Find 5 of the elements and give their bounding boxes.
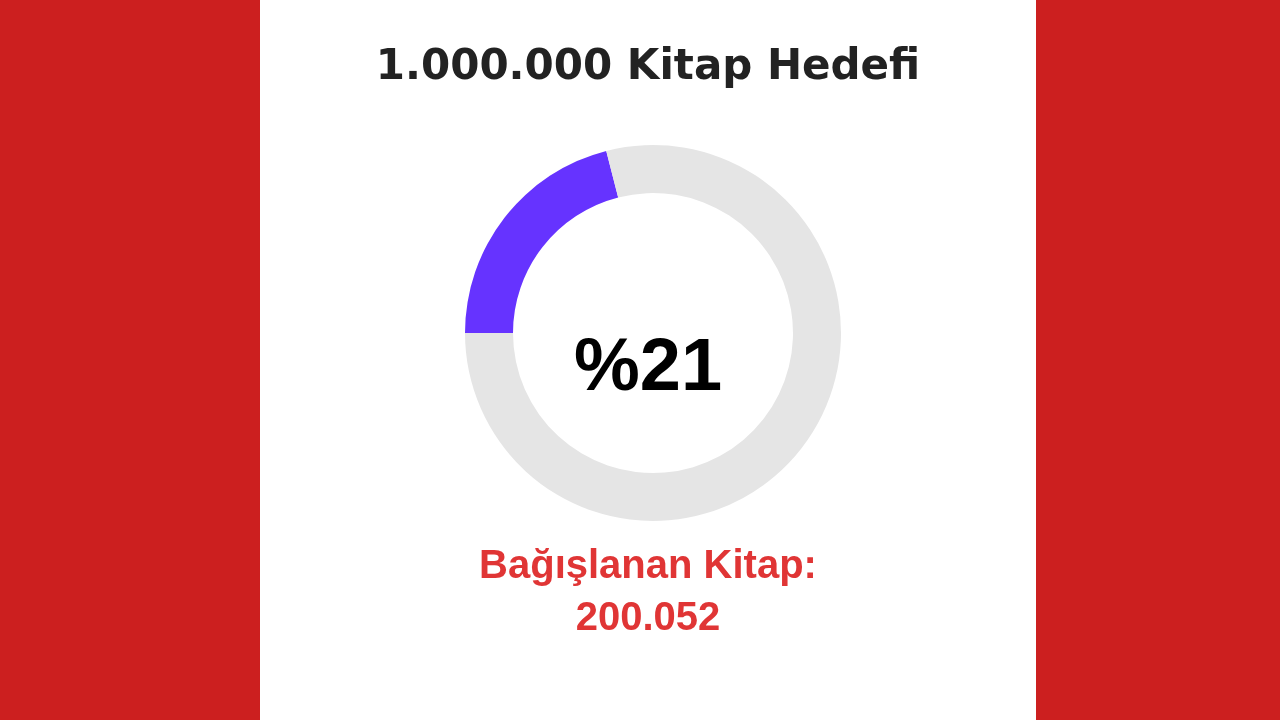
donut-slice <box>465 145 841 521</box>
text: Bağışlanan Kitap: 200.052 <box>478 541 818 640</box>
donut-slice <box>465 150 619 333</box>
chart-title: 1.000.000 Kitap Hedefi <box>374 40 922 89</box>
text: %21 <box>572 322 724 407</box>
